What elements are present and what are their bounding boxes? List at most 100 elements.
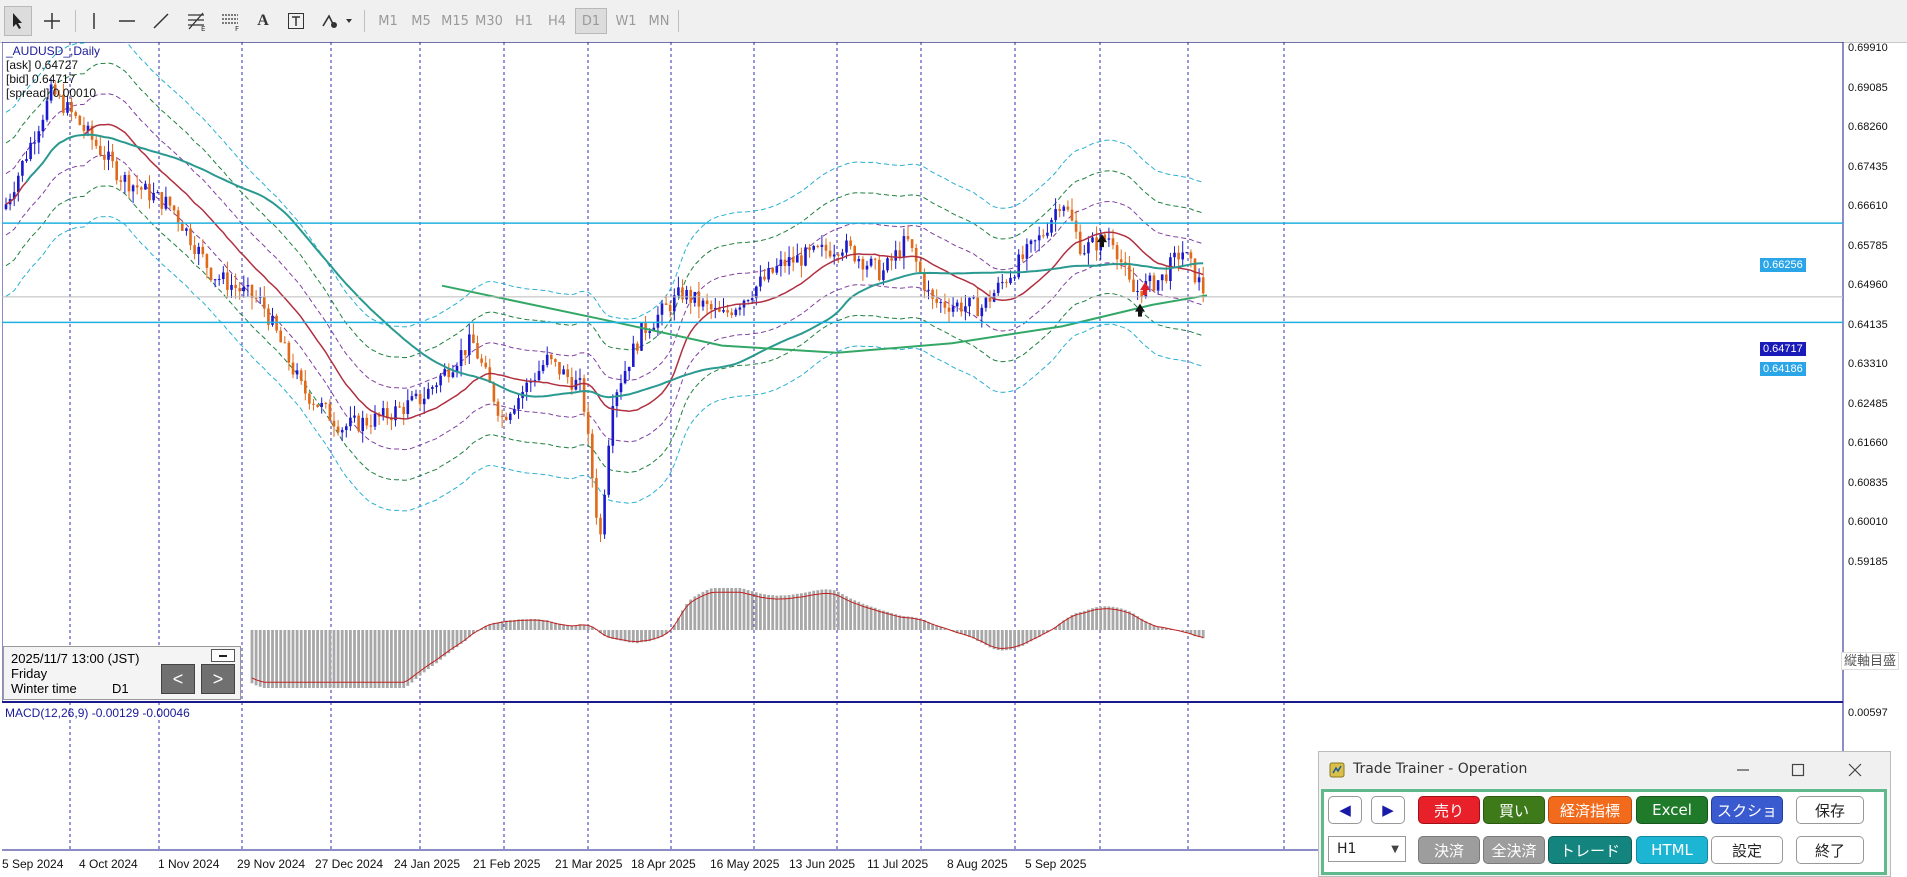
price-chart[interactable]: _AUDUSD_,Daily [ask] 0.64727 [bid] 0.647… (2, 42, 1905, 877)
macd-bar (656, 630, 660, 639)
timeframe-h1[interactable]: H1 (514, 13, 534, 29)
excel-button[interactable]: Excel (1636, 796, 1708, 824)
candle-body (623, 371, 627, 384)
candle-body (574, 379, 578, 390)
timeframe-h4[interactable]: H4 (547, 13, 567, 29)
macd-bar (816, 590, 820, 630)
candle-body (115, 161, 118, 181)
vertical-line-tool-icon[interactable] (84, 6, 104, 36)
cursor-tool-icon[interactable] (4, 6, 32, 36)
trade-button[interactable]: トレード (1548, 836, 1632, 864)
candle-body (320, 403, 323, 407)
candle-body (504, 416, 508, 421)
candle-body (1103, 234, 1107, 240)
text-label-tool-icon[interactable] (284, 6, 308, 36)
candle-body (824, 244, 828, 251)
exit-button[interactable]: 終了 (1796, 836, 1864, 864)
timeframe-m15[interactable]: M15 (441, 13, 469, 29)
macd-scale-label: 0.00597 (1848, 707, 1888, 719)
date-tick-label: 24 Jan 2025 (394, 857, 461, 871)
macd-bar (750, 591, 754, 630)
macd-bar (939, 626, 943, 630)
candle-body (53, 84, 57, 95)
timeframe-select[interactable]: H1 ▼ (1328, 836, 1406, 862)
macd-bar (1062, 620, 1066, 630)
fibonacci-fan-tool-icon[interactable]: F (216, 6, 246, 36)
timeframe-mn[interactable]: MN (648, 13, 670, 29)
maximize-icon[interactable] (1790, 762, 1806, 778)
minimize-icon[interactable] (1735, 762, 1751, 778)
candle-body (29, 142, 32, 160)
candle-body (230, 284, 233, 290)
macd-bar (324, 630, 328, 688)
timeframe-d1[interactable]: D1 (575, 8, 607, 34)
timeframe-m5[interactable]: M5 (411, 13, 431, 29)
date-tick-label: 5 Sep 2025 (1025, 857, 1087, 871)
candle-body (857, 259, 861, 262)
settings-button[interactable]: 設定 (1711, 836, 1783, 864)
horizontal-line-tool-icon[interactable] (114, 6, 140, 36)
candle-body (755, 286, 758, 299)
candle-body (771, 268, 774, 273)
macd-bar (681, 610, 684, 630)
date-tick-label: 4 Oct 2024 (79, 857, 138, 871)
fibonacci-tool-icon[interactable]: E (182, 6, 212, 36)
macd-bar (254, 630, 258, 686)
candle-body (529, 381, 533, 383)
macd-bar (1000, 630, 1004, 651)
macd-bar (394, 630, 397, 688)
candle-body (845, 240, 848, 253)
prev-arrow-button[interactable]: ◀ (1328, 796, 1362, 824)
html-button[interactable]: HTML (1636, 836, 1708, 864)
next-bar-button[interactable]: > (201, 664, 235, 694)
candle-body (939, 302, 943, 304)
candle-body (176, 210, 180, 223)
candle-body (779, 259, 783, 267)
economic-indicators-button[interactable]: 経済指標 (1548, 796, 1632, 824)
sell-button[interactable]: 売り (1418, 796, 1480, 824)
buy-button[interactable]: 買い (1483, 796, 1545, 824)
timeframe-m30[interactable]: M30 (475, 13, 503, 29)
crosshair-tool-icon[interactable] (38, 6, 66, 36)
candle-body (1050, 220, 1053, 233)
date-tick-label: 16 May 2025 (710, 857, 780, 871)
candle-body (17, 175, 20, 193)
screenshot-button[interactable]: スクショ (1711, 796, 1783, 824)
price-tick-label: 0.60835 (1848, 476, 1888, 489)
text-tool-icon[interactable]: A (257, 12, 269, 29)
candle-body (49, 84, 53, 101)
timeframe-m1[interactable]: M1 (378, 13, 398, 29)
macd-bar (1066, 617, 1070, 630)
price-tick-label: 0.66610 (1848, 200, 1888, 213)
trade-trainer-titlebar[interactable]: Trade Trainer - Operation (1319, 752, 1890, 788)
settle-button[interactable]: 決済 (1418, 836, 1480, 864)
macd-bar (1136, 616, 1139, 630)
current-datetime: 2025/11/7 13:00 (JST) (11, 651, 140, 666)
settle-all-button[interactable]: 全決済 (1483, 836, 1545, 864)
shapes-dropdown-icon[interactable] (318, 6, 356, 36)
minimize-panel-button[interactable] (211, 649, 235, 662)
horizontal-lines (2, 222, 1843, 324)
prev-bar-button[interactable]: < (161, 664, 195, 694)
close-icon[interactable] (1847, 762, 1863, 778)
vertical-scale-button[interactable]: 縦軸目盛 (1841, 652, 1900, 670)
trendline-tool-icon[interactable] (148, 6, 174, 36)
macd-bar (664, 630, 668, 635)
candle-body (427, 388, 430, 399)
candle-body (1046, 232, 1049, 236)
macd-bar (426, 630, 430, 670)
candle-body (45, 100, 49, 120)
candle-body (750, 298, 754, 301)
candle-body (242, 286, 246, 292)
macd-bar (582, 624, 586, 630)
macd-bar (1091, 608, 1094, 630)
candle-body (947, 307, 951, 312)
vertical-grid-lines (69, 42, 1285, 850)
timeframe-w1[interactable]: W1 (615, 13, 637, 29)
date-tick-label: 29 Nov 2024 (237, 857, 306, 871)
band-lower (5, 185, 1204, 481)
next-arrow-button[interactable]: ▶ (1371, 796, 1405, 824)
candle-body (263, 296, 266, 309)
candle-body (197, 246, 200, 254)
save-button[interactable]: 保存 (1796, 796, 1864, 824)
